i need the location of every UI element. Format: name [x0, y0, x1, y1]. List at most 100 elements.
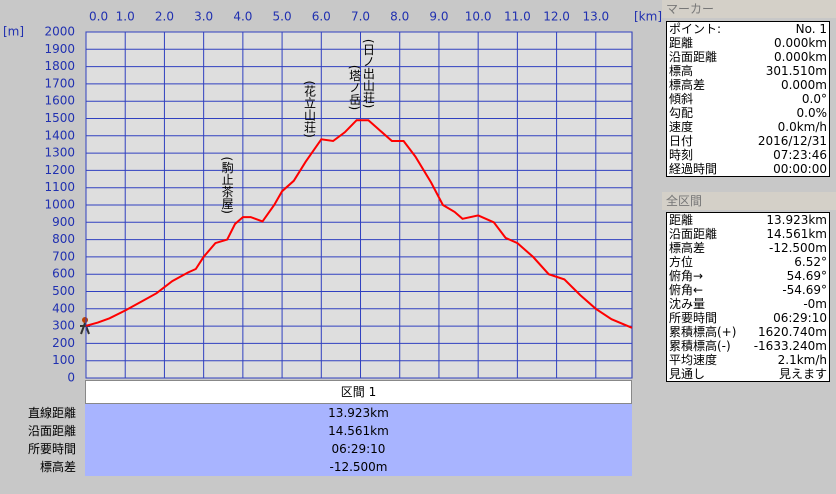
- cell-label: 標高: [669, 64, 694, 78]
- cell-label: 勾配: [669, 106, 694, 120]
- cell-label: 距離: [669, 36, 694, 50]
- annotation: (塔ノ岳): [348, 65, 362, 110]
- cell-value: 0.000km: [774, 36, 827, 50]
- cell-value: 00:00:00: [773, 162, 827, 176]
- cell-label: 沿面距離: [669, 50, 718, 64]
- cell-label: 見通し: [669, 367, 706, 381]
- y-tick-label: 1500: [44, 111, 75, 125]
- table-row: 距離 0.000km: [667, 36, 830, 50]
- x-tick-label: 13.0: [582, 10, 609, 24]
- summary-value: -12.500m: [85, 458, 632, 476]
- y-tick-label: 200: [52, 336, 75, 350]
- table-row: 日付 2016/12/31: [667, 134, 830, 148]
- summary-label: 沿面距離: [27, 424, 76, 438]
- table-row: 沈み量 -0m: [667, 297, 830, 311]
- table-row: ポイント: No. 1: [667, 22, 830, 37]
- x-tick-label: 1.0: [116, 10, 135, 24]
- cell-value: 0.000m: [780, 78, 827, 92]
- summary-header: 区間 1: [85, 380, 632, 404]
- y-tick-label: 600: [52, 267, 75, 281]
- cell-value: 2016/12/31: [757, 134, 827, 148]
- cell-value: 0.0%: [796, 106, 828, 120]
- table-row: 俯角→ 54.69°: [667, 269, 830, 283]
- annotation: (花立山荘): [303, 80, 317, 137]
- x-tick-label: 5.0: [273, 10, 292, 24]
- cell-value: 0.000km: [774, 50, 827, 64]
- cell-label: 俯角←: [669, 283, 704, 297]
- y-tick-label: 500: [52, 284, 75, 298]
- table-row: 標高差 -12.500m: [667, 241, 830, 255]
- cell-value: 2.1km/h: [777, 353, 827, 367]
- table-row: 標高 301.510m: [667, 64, 830, 78]
- y-tick-label: 700: [52, 249, 75, 263]
- table-row: 経過時間 00:00:00: [667, 162, 830, 177]
- table-row: 距離 13.923km: [667, 213, 830, 228]
- cell-label: 平均速度: [669, 353, 718, 367]
- x-tick-label: 2.0: [155, 10, 174, 24]
- y-tick-label: 0: [67, 371, 75, 385]
- marker-table: ポイント: No. 1 距離 0.000km 沿面距離 0.000km 標高 301.510m…: [666, 21, 830, 177]
- panel-title: マーカー: [662, 0, 836, 18]
- table-row: 標高差 0.000m: [667, 78, 830, 92]
- cell-value: -54.69°: [782, 283, 827, 297]
- elevation-line: [85, 119, 633, 329]
- y-tick-label: 1600: [44, 94, 75, 108]
- summary-label: 所要時間: [27, 442, 76, 456]
- table-row: 見通し 見えます: [667, 367, 830, 382]
- cell-label: 標高差: [669, 241, 706, 255]
- cell-value: -0m: [803, 297, 827, 311]
- y-tick-label: 1200: [44, 163, 75, 177]
- cell-value: No. 1: [795, 22, 827, 36]
- table-row: 沿面距離 14.561km: [667, 227, 830, 241]
- cell-value: -12.500m: [768, 241, 827, 255]
- y-tick-label: 100: [52, 353, 75, 367]
- total-table: 距離 13.923km 沿面距離 14.561km 標高差 -12.500m 方位 6.52°…: [666, 212, 830, 382]
- cell-label: 時刻: [669, 148, 694, 162]
- cell-value: 06:29:10: [773, 311, 827, 325]
- cell-label: ポイント:: [669, 22, 722, 36]
- table-row: 所要時間 06:29:10: [667, 311, 830, 325]
- y-tick-label: 800: [52, 232, 75, 246]
- table-row: 勾配 0.0%: [667, 106, 830, 120]
- y-tick-label: 300: [52, 319, 75, 333]
- annotation: (日ノ出山荘): [361, 39, 375, 108]
- cell-label: 方位: [669, 255, 694, 269]
- y-tick-label: 1900: [44, 42, 75, 56]
- x-tick-label: 9.0: [429, 10, 448, 24]
- y-tick-label: 900: [52, 215, 75, 229]
- cell-value: -1633.240m: [753, 339, 827, 353]
- y-tick-label: 400: [52, 301, 75, 315]
- cell-value: 301.510m: [765, 64, 827, 78]
- table-row: 沿面距離 0.000km: [667, 50, 830, 64]
- summary-label: 直線距離: [27, 406, 76, 420]
- x-axis-label: [km]: [634, 10, 662, 24]
- cell-value: 1620.740m: [758, 325, 827, 339]
- table-row: 傾斜 0.0°: [667, 92, 830, 106]
- cell-label: 俯角→: [669, 269, 704, 283]
- cell-label: 沿面距離: [669, 227, 718, 241]
- annotation: (駒止茶屋): [220, 157, 234, 214]
- cell-label: 累積標高(+): [669, 325, 737, 339]
- cell-label: 所要時間: [669, 311, 718, 325]
- x-tick-label: 10.0: [465, 10, 492, 24]
- y-tick-label: 1800: [44, 59, 75, 73]
- table-row: 時刻 07:23:46: [667, 148, 830, 162]
- summary-label: 標高差: [39, 460, 76, 474]
- summary-value: 06:29:10: [85, 440, 632, 458]
- x-tick-label: 8.0: [390, 10, 409, 24]
- cell-value: 0.0km/h: [777, 120, 827, 134]
- table-row: 方位 6.52°: [667, 255, 830, 269]
- x-tick-label: 6.0: [312, 10, 331, 24]
- table-row: 平均速度 2.1km/h: [667, 353, 830, 367]
- cell-label: 速度: [669, 120, 694, 134]
- y-tick-label: 1700: [44, 76, 75, 90]
- y-tick-label: 1300: [44, 146, 75, 160]
- table-row: 累積標高(+) 1620.740m: [667, 325, 830, 339]
- table-row: 俯角← -54.69°: [667, 283, 830, 297]
- x-tick-label: 11.0: [504, 10, 531, 24]
- cell-label: 経過時間: [669, 162, 718, 176]
- y-tick-label: 2000: [44, 25, 75, 39]
- cell-value: 6.52°: [794, 255, 827, 269]
